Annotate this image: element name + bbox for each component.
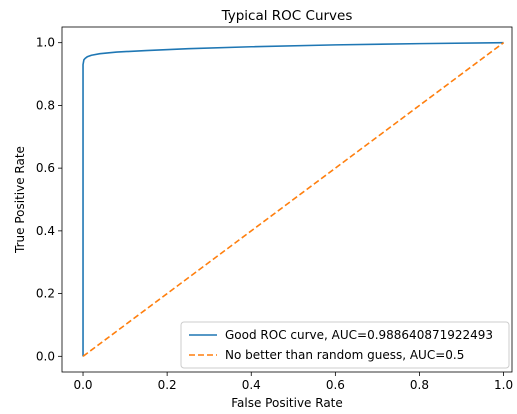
plot-frame (61, 26, 513, 373)
y-tick-label: 0.6 (36, 161, 55, 175)
x-tick-label: 0.0 (73, 378, 92, 392)
y-tick-label: 0.2 (36, 287, 55, 301)
plot-area (82, 41, 505, 357)
x-tick-label: 0.8 (410, 378, 429, 392)
axes: 0.0 0.2 0.4 0.6 0.8 1.0 0.0 0.2 0.4 0.6 0.8 1.0 (36, 36, 513, 392)
x-tick-label: 0.6 (326, 378, 345, 392)
series-line-1 (82, 42, 505, 357)
y-tick-label: 1.0 (36, 36, 55, 50)
x-axis-label: False Positive Rate (231, 396, 343, 410)
y-tick-label: 0.4 (36, 224, 55, 238)
y-tick-label: 0.8 (36, 98, 55, 112)
series-line-0 (82, 41, 504, 357)
chart-title: Typical ROC Curves (221, 8, 353, 24)
y-axis-label: True Positive Rate (13, 146, 27, 254)
legend: Good ROC curve, AUC=0.988640871922493 No … (180, 321, 510, 369)
legend-label-1: No better than random guess, AUC=0.5 (225, 348, 464, 362)
legend-box (180, 321, 510, 369)
x-tick-label: 0.2 (158, 378, 177, 392)
legend-label-0: Good ROC curve, AUC=0.988640871922493 (225, 328, 493, 342)
x-tick-label: 1.0 (494, 378, 513, 392)
x-tick-label: 0.4 (242, 378, 261, 392)
y-tick-label: 0.0 (36, 349, 55, 363)
